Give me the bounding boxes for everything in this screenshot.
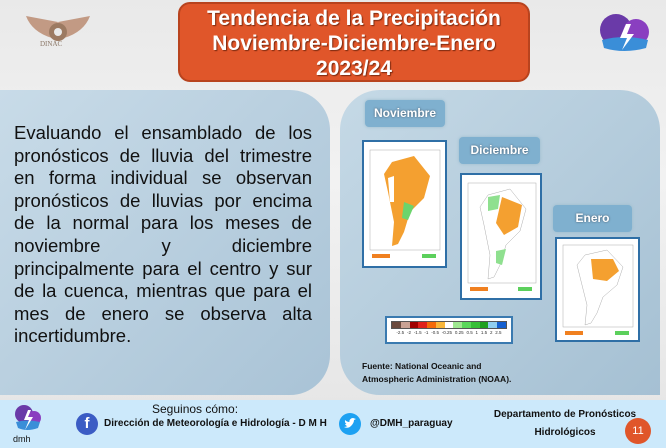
twitter-link[interactable]: @DMH_paraguay — [370, 418, 453, 429]
legend-swatches — [391, 321, 507, 329]
map-noviembre — [362, 140, 447, 268]
source-line: Atmospheric Administration (NOAA). — [362, 374, 512, 384]
facebook-icon[interactable]: f — [76, 413, 98, 435]
legend-tick: 0.5 — [466, 330, 473, 335]
map-enero — [555, 237, 640, 342]
legend-swatch — [418, 322, 428, 328]
department-line: Hidrológicos — [534, 427, 596, 438]
label-noviembre: Noviembre — [365, 100, 445, 127]
legend-tick: 2 — [489, 330, 493, 335]
legend-ticks: -2.5 -2 -1.5 -1 -0.5 -0.25 0.25 0.5 1 1.5 2 2.5 — [391, 329, 507, 335]
legend-tick: -0.5 — [431, 330, 439, 335]
legend-swatch — [444, 322, 454, 328]
dinac-logo — [22, 12, 94, 54]
color-legend: -2.5 -2 -1.5 -1 -0.5 -0.25 0.25 0.5 1 1.5 2 2.5 — [385, 316, 513, 344]
legend-tick: -0.25 — [441, 330, 453, 335]
title-line: 2023/24 — [316, 57, 392, 80]
page-title: Tendencia de la Precipitación Noviembre-… — [178, 2, 530, 82]
legend-swatch — [427, 322, 436, 328]
legend-tick: -1.5 — [413, 330, 422, 335]
legend-swatch — [462, 322, 471, 328]
page-number-badge: 11 — [625, 418, 651, 444]
legend-swatch — [453, 322, 463, 328]
legend-swatch — [435, 322, 445, 328]
legend-tick: -2 — [406, 330, 411, 335]
legend-tick: -2.5 — [396, 330, 405, 335]
description-text: Evaluando el ensamblado de los pronóstic… — [14, 122, 312, 347]
legend-tick: 1 — [475, 330, 479, 335]
legend-tick: -1 — [424, 330, 429, 335]
dmh-footer-logo-text: dmh — [13, 434, 31, 444]
follow-label: Seguinos cómo: — [152, 402, 239, 416]
legend-swatch — [400, 322, 410, 328]
legend-swatch — [488, 322, 498, 328]
title-line: Tendencia de la Precipitación — [207, 7, 501, 30]
footer — [0, 400, 666, 448]
legend-swatch — [497, 322, 506, 328]
source-line: Fuente: National Oceanic and — [362, 361, 482, 371]
source-note: Fuente: National Oceanic and Atmospheric… — [362, 360, 511, 386]
department-line: Departamento de Pronósticos — [493, 409, 637, 420]
legend-swatch — [409, 322, 419, 328]
label-enero: Enero — [553, 205, 632, 232]
legend-swatch — [479, 322, 489, 328]
legend-swatch — [470, 322, 480, 328]
dmh-footer-logo-icon — [12, 404, 42, 439]
legend-tick: 2.5 — [495, 330, 502, 335]
description-panel — [0, 90, 330, 395]
legend-swatch — [392, 322, 401, 328]
title-line: Noviembre-Diciembre-Enero — [212, 32, 496, 55]
dmh-logo — [596, 8, 654, 63]
map-diciembre — [460, 173, 542, 300]
twitter-icon[interactable] — [339, 413, 361, 435]
dinac-logo-text: DINAC — [40, 40, 63, 48]
legend-tick: 1.5 — [480, 330, 488, 335]
legend-tick: 0.25 — [454, 330, 464, 335]
label-diciembre: Diciembre — [459, 137, 540, 164]
facebook-link[interactable]: Dirección de Meteorología e Hidrología -… — [104, 418, 327, 429]
department: Departamento de Pronósticos Hidrológicos — [490, 406, 640, 442]
